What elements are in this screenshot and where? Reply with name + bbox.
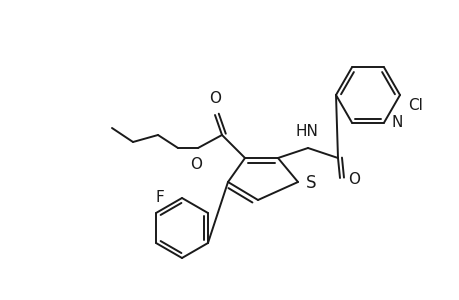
Text: F: F (155, 190, 164, 206)
Text: O: O (190, 157, 202, 172)
Text: Cl: Cl (407, 98, 422, 113)
Text: N: N (391, 115, 403, 130)
Text: O: O (347, 172, 359, 187)
Text: S: S (305, 174, 316, 192)
Text: HN: HN (295, 124, 318, 139)
Text: O: O (208, 91, 220, 106)
